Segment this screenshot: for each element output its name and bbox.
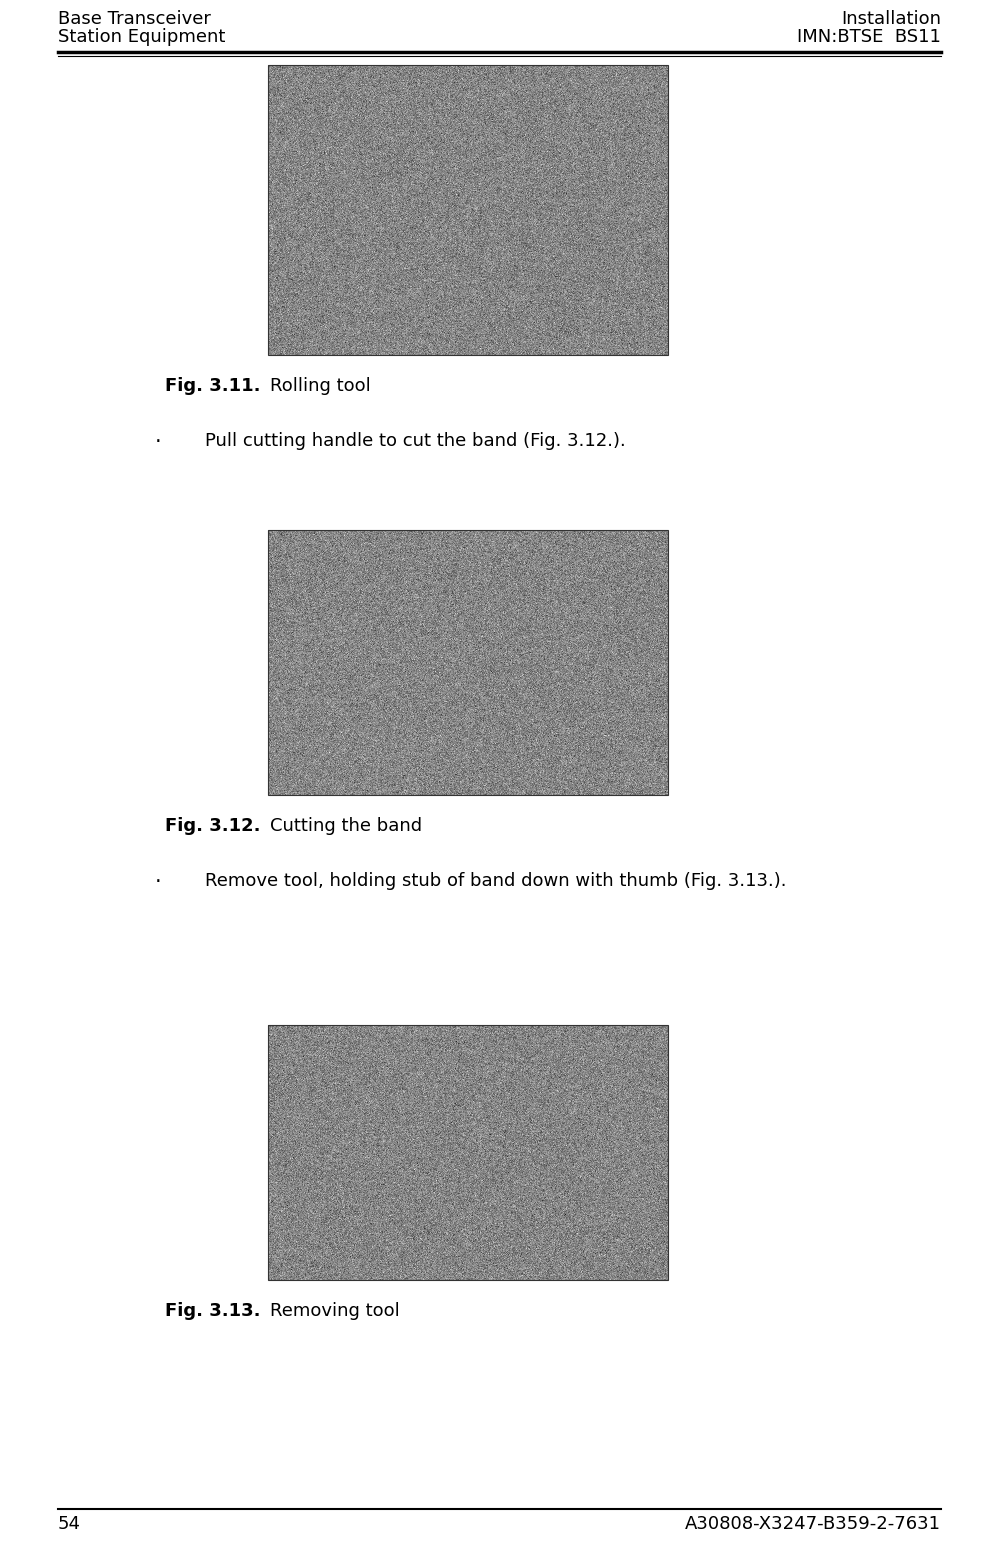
Text: Cutting the band: Cutting the band [270, 817, 423, 835]
Text: Removing tool: Removing tool [270, 1303, 400, 1320]
Text: Fig. 3.11.: Fig. 3.11. [165, 377, 261, 394]
Bar [268, 531, 668, 795]
Text: A30808-X3247-B359-2-7631: A30808-X3247-B359-2-7631 [685, 1515, 941, 1533]
Text: Base Transceiver: Base Transceiver [58, 9, 211, 28]
Bar [268, 1026, 668, 1279]
Text: ·: · [155, 432, 162, 452]
Text: ·: · [155, 873, 162, 893]
Text: IMN:BTSE  BS11: IMN:BTSE BS11 [797, 28, 941, 46]
Text: Rolling tool: Rolling tool [270, 377, 371, 394]
Text: 54: 54 [58, 1515, 81, 1533]
Bar [268, 65, 668, 354]
Text: Remove tool, holding stub of band down with thumb (Fig. 3.13.).: Remove tool, holding stub of band down w… [205, 873, 786, 890]
Text: Fig. 3.12.: Fig. 3.12. [165, 817, 261, 835]
Text: Fig. 3.13.: Fig. 3.13. [165, 1303, 261, 1320]
Text: Installation: Installation [841, 9, 941, 28]
Text: Station Equipment: Station Equipment [58, 28, 226, 46]
Text: Pull cutting handle to cut the band (Fig. 3.12.).: Pull cutting handle to cut the band (Fig… [205, 432, 625, 450]
